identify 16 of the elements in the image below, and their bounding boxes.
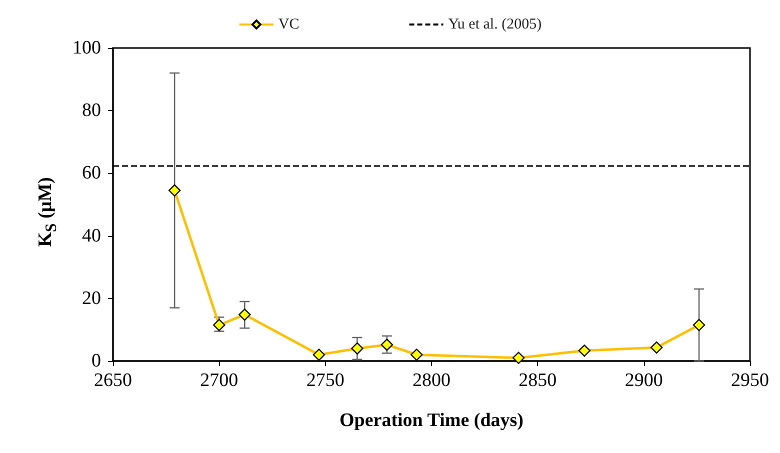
- legend-label: Yu et al. (2005): [448, 16, 542, 32]
- x-tick-label: 2850: [518, 370, 557, 391]
- legend-label: VC: [278, 16, 300, 32]
- y-tick-label: 100: [72, 38, 101, 58]
- x-tick-label: 2900: [624, 370, 663, 391]
- y-tick-label: 80: [82, 100, 101, 122]
- y-tick-label: 40: [82, 225, 101, 246]
- x-tick-label: 2700: [200, 370, 238, 391]
- x-tick-label: 2650: [94, 370, 132, 391]
- x-axis-title: Operation Time (days): [339, 410, 524, 431]
- y-tick-label: 0: [92, 350, 101, 372]
- x-tick-label: 2750: [306, 370, 344, 391]
- x-tick-label: 2800: [412, 370, 450, 391]
- x-tick-label: 2950: [731, 370, 769, 391]
- y-tick-label: 20: [82, 288, 101, 309]
- y-tick-label: 60: [82, 162, 101, 184]
